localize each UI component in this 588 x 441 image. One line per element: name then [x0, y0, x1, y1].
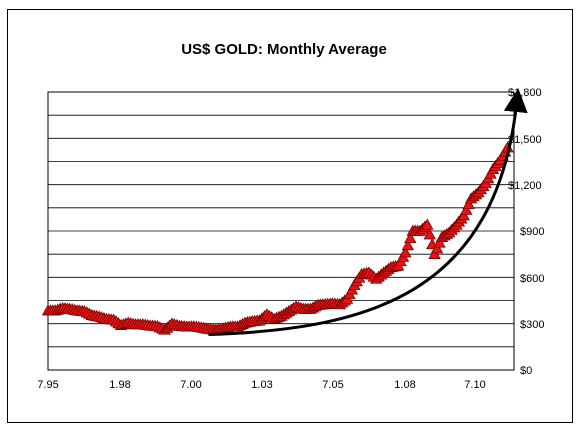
x-tick-label: 1.08 [394, 379, 415, 391]
chart-frame: US$ GOLD: Monthly Average $0 $300 $600 $… [7, 9, 573, 423]
data-point [428, 247, 441, 259]
data-point [399, 246, 412, 258]
y-tick-label: $600 [520, 273, 544, 285]
x-tick-label: 1.98 [109, 379, 130, 391]
data-point [460, 203, 473, 215]
y-tick-label: $1,800 [508, 87, 542, 99]
y-tick-label: $1,200 [508, 180, 542, 192]
data-point [433, 236, 446, 248]
y-tick-label: $1,500 [508, 134, 542, 146]
data-point [401, 239, 415, 251]
data-point [421, 218, 434, 230]
chart-title: US$ GOLD: Monthly Average [181, 41, 387, 58]
data-point [404, 231, 417, 244]
data-point [457, 209, 470, 221]
data-series [41, 141, 514, 335]
x-tick-label: 1.03 [251, 379, 272, 391]
x-tick-label: 7.05 [322, 379, 343, 391]
trend-arrow [208, 88, 528, 336]
data-point [430, 242, 444, 254]
data-point [423, 228, 436, 240]
x-axis: 7.95 1.98 7.00 1.03 7.05 1.08 7.10 [37, 379, 485, 391]
y-tick-label: $900 [520, 226, 544, 238]
data-point [462, 197, 475, 210]
chart: US$ GOLD: Monthly Average $0 $300 $600 $… [37, 41, 544, 391]
x-tick-label: 7.10 [464, 379, 485, 391]
x-tick-label: 7.95 [37, 379, 58, 391]
y-tick-label: $0 [520, 365, 532, 377]
y-tick-label: $300 [520, 319, 544, 331]
x-tick-label: 7.00 [180, 379, 201, 391]
